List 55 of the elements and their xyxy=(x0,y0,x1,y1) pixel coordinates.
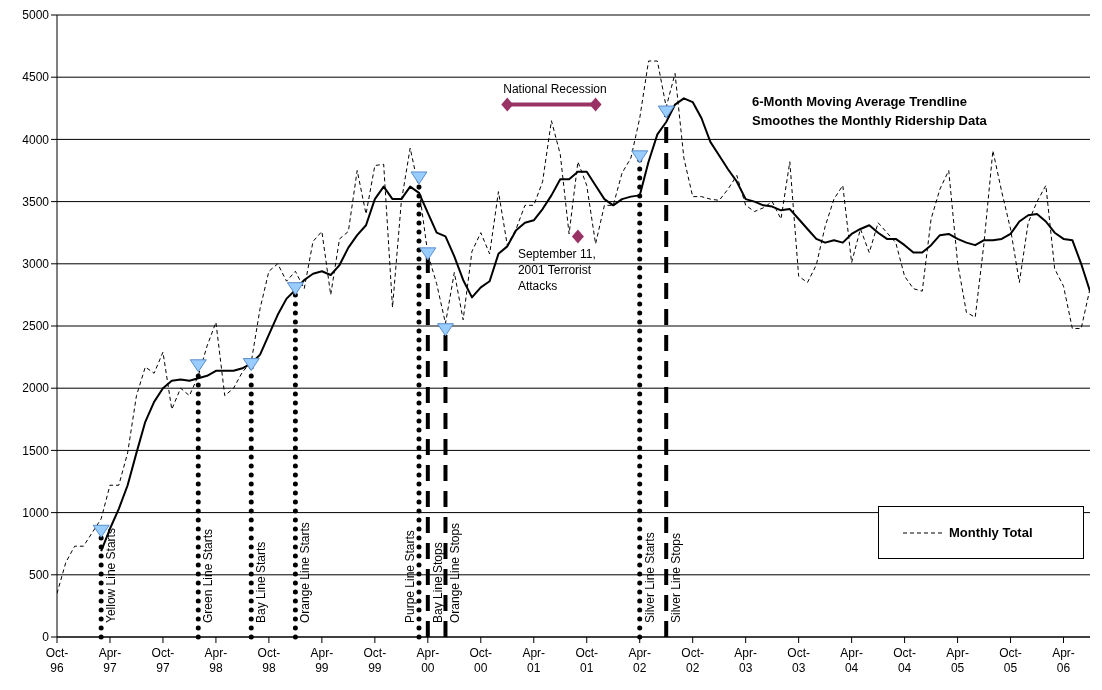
point xyxy=(657,105,675,119)
x-tick-label: Apr-04 xyxy=(840,646,863,675)
ref-line-label: Bay Line Stops xyxy=(430,542,445,623)
x-tick-label: Apr-00 xyxy=(416,646,440,675)
ref-line-label: Orange Line Stops xyxy=(448,522,463,623)
x-tick-label: Oct-05 xyxy=(999,646,1022,675)
y-tick-label: 0 xyxy=(42,630,50,645)
x-tick-label: Apr-99 xyxy=(310,646,334,675)
point xyxy=(631,150,649,164)
ref-line-label: Bay Line Starts xyxy=(254,541,269,623)
point xyxy=(589,97,602,112)
y-tick-label: 2000 xyxy=(22,381,50,396)
point xyxy=(501,97,514,112)
x-tick-label: Oct-02 xyxy=(681,646,705,675)
x-tick-label: Oct-01 xyxy=(575,646,599,675)
x-tick-label: Oct-03 xyxy=(787,646,810,675)
point xyxy=(242,358,260,372)
x-tick-label: Apr-02 xyxy=(628,646,652,675)
x-tick-label: Oct-04 xyxy=(893,646,916,675)
ref-line-label: Purpe Line Starts xyxy=(402,530,417,623)
x-tick-label: Oct-99 xyxy=(363,646,387,675)
legend-label: Monthly Total xyxy=(949,525,1033,540)
annotation: National Recession xyxy=(503,81,607,96)
point xyxy=(419,247,437,261)
y-tick-label: 1000 xyxy=(22,505,50,520)
x-tick-label: Oct-96 xyxy=(45,646,69,675)
y-tick-label: 5000 xyxy=(22,8,50,23)
y-tick-label: 3000 xyxy=(22,257,50,272)
y-tick-label: 2500 xyxy=(22,319,50,334)
y-tick-label: 4000 xyxy=(22,132,50,147)
x-tick-label: Apr-97 xyxy=(98,646,122,675)
y-tick-label: 3500 xyxy=(22,194,50,209)
point xyxy=(189,359,207,373)
point xyxy=(410,171,428,185)
y-tick-label: 4500 xyxy=(22,70,50,85)
annotation: 6-Month Moving Average Trendline Smoothes the Monthly Ridership Data xyxy=(752,93,987,130)
y-tick-label: 500 xyxy=(28,568,50,583)
point xyxy=(571,229,584,244)
point xyxy=(286,282,304,296)
annotation: September 11, 2001 Terrorist Attacks xyxy=(517,247,596,294)
y-tick-label: 1500 xyxy=(22,443,50,458)
x-tick-label: Oct-00 xyxy=(469,646,493,675)
ref-line-label: Silver Line Stops xyxy=(669,532,684,623)
ref-line-label: Orange Line Starts xyxy=(298,522,313,623)
x-tick-label: Apr-06 xyxy=(1052,646,1075,675)
point xyxy=(436,323,454,337)
x-tick-label: Oct-97 xyxy=(151,646,175,675)
ref-line-label: Yellow Line Starts xyxy=(104,528,119,623)
x-tick-label: Apr-01 xyxy=(522,646,546,675)
x-tick-label: Oct-98 xyxy=(257,646,281,675)
x-tick-label: Apr-03 xyxy=(734,646,757,675)
ref-line-label: Green Line Starts xyxy=(201,528,216,623)
x-tick-label: Apr-98 xyxy=(204,646,228,675)
x-tick-label: Apr-05 xyxy=(946,646,969,675)
ref-line-label: Silver Line Starts xyxy=(642,532,657,623)
